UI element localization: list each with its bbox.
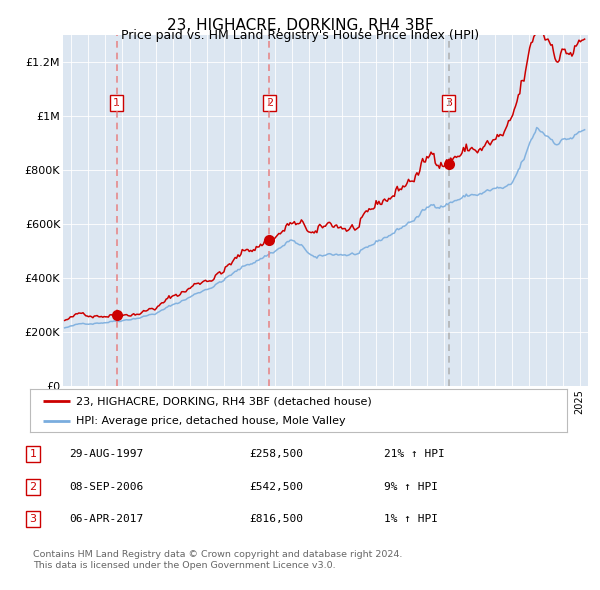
Text: 21% ↑ HPI: 21% ↑ HPI xyxy=(384,450,445,459)
Text: HPI: Average price, detached house, Mole Valley: HPI: Average price, detached house, Mole… xyxy=(76,417,345,426)
Text: £542,500: £542,500 xyxy=(249,482,303,491)
Text: 1% ↑ HPI: 1% ↑ HPI xyxy=(384,514,438,524)
Text: £816,500: £816,500 xyxy=(249,514,303,524)
Text: 2: 2 xyxy=(29,482,37,491)
Text: 08-SEP-2006: 08-SEP-2006 xyxy=(69,482,143,491)
Text: £258,500: £258,500 xyxy=(249,450,303,459)
Text: 1: 1 xyxy=(113,98,120,108)
Text: 9% ↑ HPI: 9% ↑ HPI xyxy=(384,482,438,491)
Text: This data is licensed under the Open Government Licence v3.0.: This data is licensed under the Open Gov… xyxy=(33,561,335,570)
Text: Contains HM Land Registry data © Crown copyright and database right 2024.: Contains HM Land Registry data © Crown c… xyxy=(33,550,403,559)
Text: Price paid vs. HM Land Registry's House Price Index (HPI): Price paid vs. HM Land Registry's House … xyxy=(121,30,479,42)
Text: 1: 1 xyxy=(29,450,37,459)
Text: 29-AUG-1997: 29-AUG-1997 xyxy=(69,450,143,459)
Text: 3: 3 xyxy=(29,514,37,524)
Text: 2: 2 xyxy=(266,98,273,108)
Text: 3: 3 xyxy=(445,98,452,108)
Text: 06-APR-2017: 06-APR-2017 xyxy=(69,514,143,524)
Text: 23, HIGHACRE, DORKING, RH4 3BF (detached house): 23, HIGHACRE, DORKING, RH4 3BF (detached… xyxy=(76,396,371,407)
Text: 23, HIGHACRE, DORKING, RH4 3BF: 23, HIGHACRE, DORKING, RH4 3BF xyxy=(167,18,433,32)
